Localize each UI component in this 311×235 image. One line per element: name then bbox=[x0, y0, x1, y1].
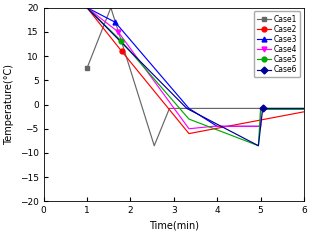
X-axis label: Time(min): Time(min) bbox=[149, 221, 199, 231]
Legend: Case1, Case2, Case3, Case4, Case5, Case6: Case1, Case2, Case3, Case4, Case5, Case6 bbox=[254, 12, 300, 77]
Y-axis label: Temperature(°C): Temperature(°C) bbox=[4, 64, 14, 145]
